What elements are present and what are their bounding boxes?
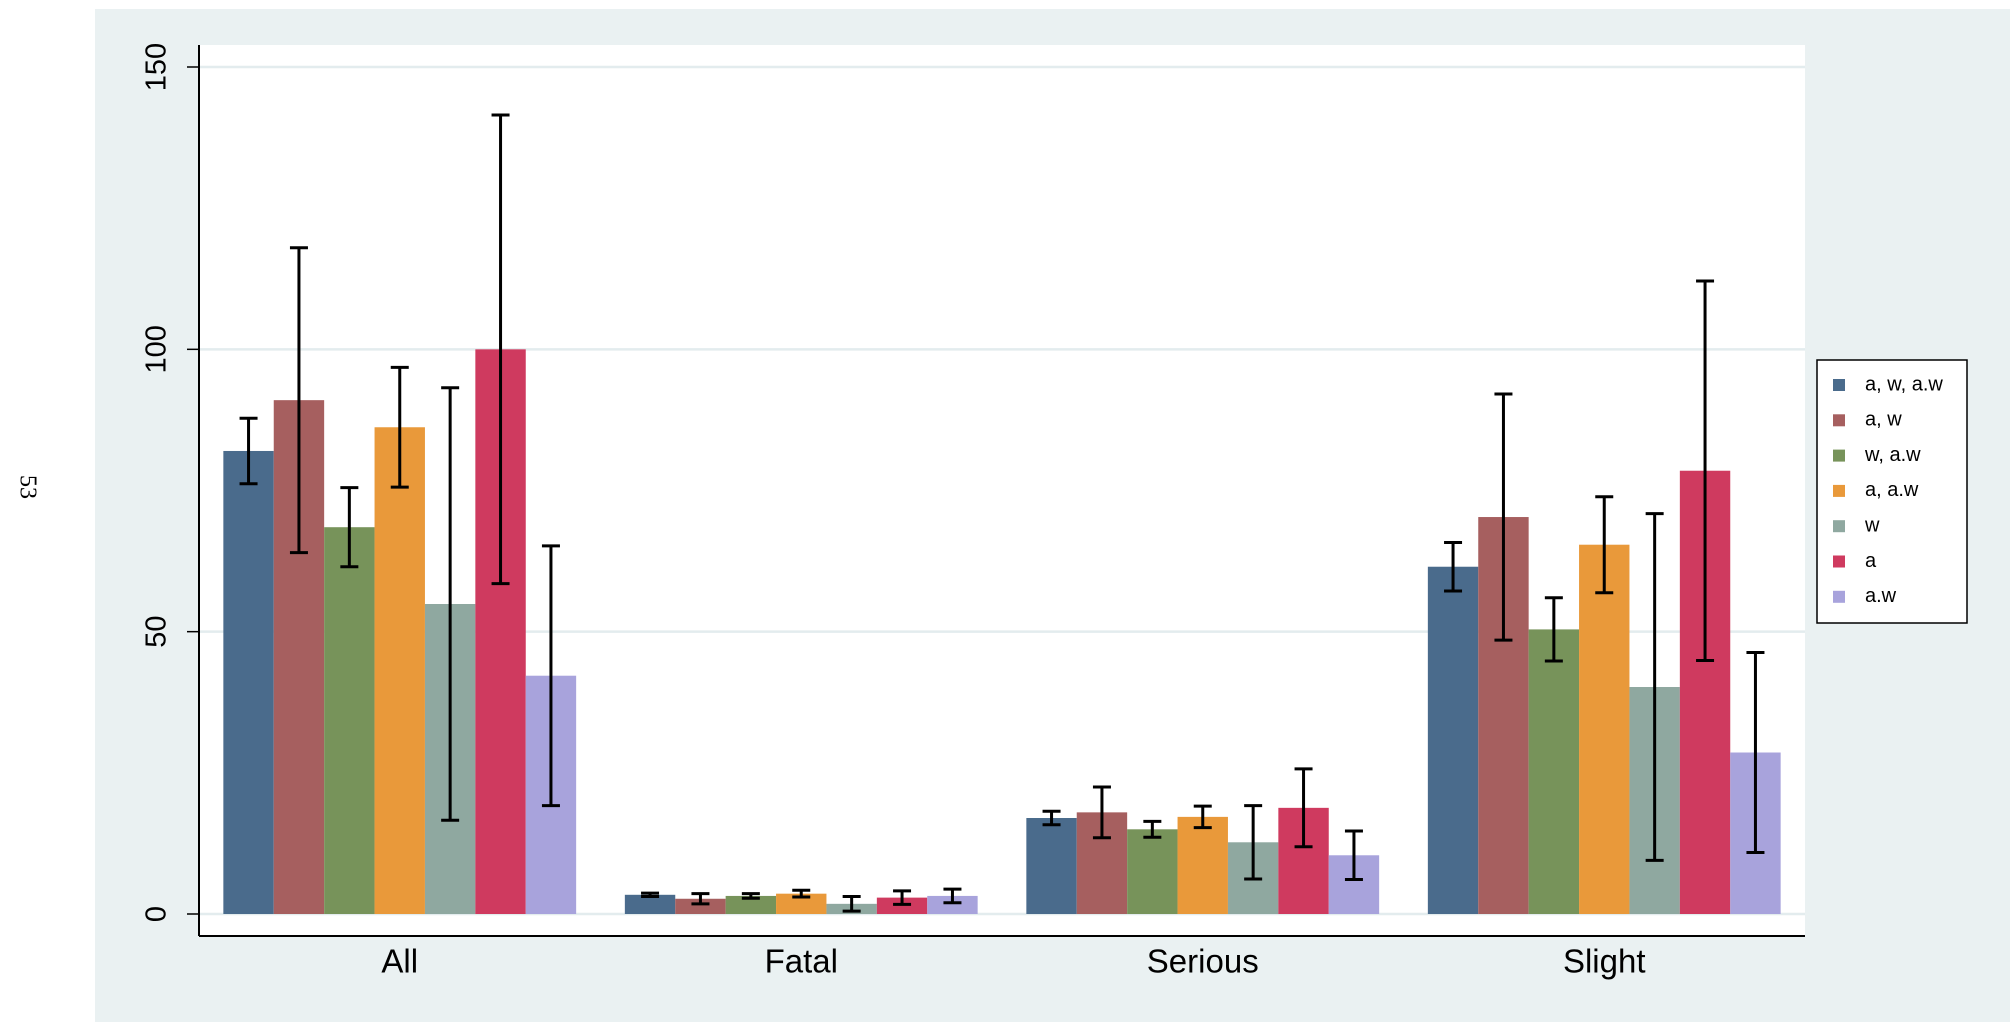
- error-bar: [541, 544, 560, 808]
- error-bar: [1746, 651, 1765, 854]
- bar: [675, 898, 726, 914]
- legend-label: a, w, a.w: [1865, 373, 1943, 395]
- error-bar: [943, 887, 962, 905]
- error-bar: [641, 891, 660, 898]
- error-bar: [1696, 279, 1715, 662]
- x-tick-label: Fatal: [765, 943, 838, 980]
- legend-label: w: [1864, 514, 1880, 536]
- legend-swatch: [1833, 484, 1845, 497]
- error-bar: [340, 486, 359, 569]
- bar: [927, 895, 978, 914]
- bar: [1026, 818, 1077, 914]
- x-tick-label: Serious: [1147, 943, 1259, 980]
- error-bar: [1595, 495, 1614, 595]
- error-bar: [893, 889, 912, 906]
- legend-swatch: [1833, 520, 1845, 533]
- bar: [1528, 629, 1580, 914]
- error-bar: [1143, 819, 1162, 839]
- legend-swatch: [1833, 555, 1845, 568]
- error-bar: [1344, 829, 1363, 882]
- error-bar: [441, 386, 460, 822]
- error-bar: [1244, 804, 1263, 881]
- y-tick-label: 0: [141, 906, 173, 922]
- error-bar: [792, 888, 811, 899]
- x-tick-label: Slight: [1563, 943, 1646, 980]
- error-bar: [1444, 540, 1463, 593]
- margin-text: 53: [14, 475, 40, 499]
- legend-label: a: [1865, 550, 1877, 572]
- legend-swatch: [1833, 414, 1845, 427]
- error-bar: [491, 113, 510, 586]
- legend-swatch: [1833, 590, 1845, 603]
- y-tick-label: 50: [141, 616, 173, 648]
- x-tick-label: All: [381, 943, 418, 980]
- error-bar: [1494, 392, 1513, 642]
- error-bar: [1294, 767, 1313, 849]
- error-bar: [289, 246, 308, 555]
- error-bar: [239, 416, 258, 486]
- error-bar: [691, 892, 710, 906]
- legend-label: a.w: [1865, 585, 1897, 607]
- bar: [776, 893, 827, 914]
- legend-swatch: [1833, 379, 1845, 391]
- error-bar: [1544, 596, 1563, 663]
- error-bar: [1092, 785, 1111, 840]
- bar: [374, 427, 425, 914]
- bar: [324, 527, 375, 914]
- error-bar: [842, 894, 861, 913]
- bar: [1177, 816, 1228, 914]
- legend-label: a, a.w: [1865, 479, 1919, 501]
- bar: [1427, 566, 1479, 914]
- bar: [725, 895, 777, 914]
- legend-label: w, a.w: [1864, 444, 1921, 466]
- bar: [1127, 829, 1178, 914]
- bar: [624, 894, 676, 914]
- error-bar: [741, 892, 760, 900]
- bar: [223, 450, 274, 914]
- error-bar: [1645, 512, 1664, 862]
- error-bar: [1193, 804, 1212, 830]
- legend-label: a, w: [1865, 409, 1902, 431]
- bar: [1579, 544, 1630, 914]
- y-tick-label: 100: [141, 325, 173, 373]
- error-bar: [1042, 809, 1061, 827]
- error-bar: [390, 365, 409, 489]
- legend-swatch: [1833, 449, 1845, 462]
- y-tick-label: 150: [141, 43, 173, 91]
